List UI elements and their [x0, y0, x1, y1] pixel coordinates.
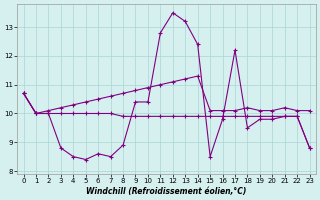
X-axis label: Windchill (Refroidissement éolien,°C): Windchill (Refroidissement éolien,°C) — [86, 187, 247, 196]
